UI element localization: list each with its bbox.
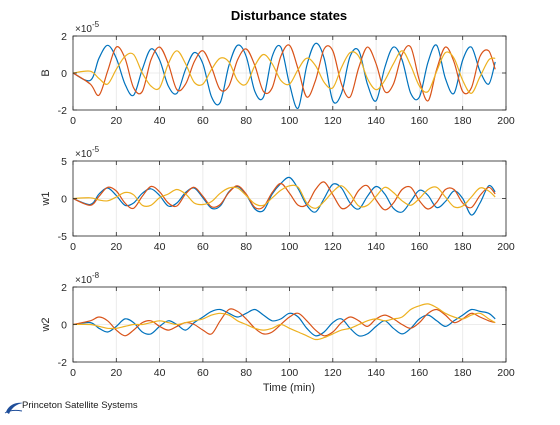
x-tick-label: 40	[154, 367, 166, 379]
series-line-2	[72, 308, 496, 337]
x-tick-label: 0	[70, 367, 76, 379]
x-tick-label: 180	[454, 115, 472, 127]
series-line-2	[72, 181, 496, 211]
y-exponent-label: ×10-8	[75, 271, 100, 286]
series-line-1	[72, 308, 496, 337]
x-tick-label: 200	[497, 241, 515, 253]
x-tick-label: 200	[497, 115, 515, 127]
figure-title: Disturbance states	[231, 8, 347, 23]
logo-text: Princeton Satellite Systems	[22, 400, 138, 411]
series-line-1	[72, 176, 496, 216]
x-tick-label: 20	[110, 115, 122, 127]
x-tick-label: 40	[154, 115, 166, 127]
y-axis-label: B	[40, 69, 52, 76]
y-exponent-label: ×10-5	[75, 20, 100, 35]
x-tick-label: 160	[411, 115, 429, 127]
x-tick-label: 180	[454, 367, 472, 379]
y-tick-label: 0	[61, 68, 67, 80]
y-tick-label: 2	[61, 31, 67, 43]
y-tick-label: 0	[61, 320, 67, 332]
series-line-3	[72, 184, 496, 209]
logo-swoosh-icon	[4, 402, 23, 414]
y-tick-label: 0	[61, 194, 67, 206]
x-tick-label: 60	[197, 241, 209, 253]
x-tick-label: 180	[454, 241, 472, 253]
x-tick-label: 140	[367, 115, 385, 127]
x-tick-label: 140	[367, 367, 385, 379]
x-tick-label: 140	[367, 241, 385, 253]
x-tick-label: 120	[324, 367, 342, 379]
x-tick-label: 80	[240, 115, 252, 127]
x-tick-label: 200	[497, 367, 515, 379]
x-tick-label: 80	[240, 241, 252, 253]
x-tick-label: 100	[281, 367, 299, 379]
y-exponent-label: ×10-5	[75, 145, 100, 160]
x-axis-label: Time (min)	[263, 382, 315, 394]
company-logo: Princeton Satellite Systems	[4, 398, 154, 418]
series-line-3	[72, 50, 496, 94]
y-tick-label: 5	[61, 156, 67, 168]
x-tick-label: 0	[70, 241, 76, 253]
x-tick-label: 40	[154, 241, 166, 253]
y-tick-label: -5	[58, 231, 67, 243]
y-tick-label: -2	[58, 105, 67, 117]
series-line-2	[72, 44, 496, 102]
x-tick-label: 160	[411, 367, 429, 379]
series-line-3	[72, 303, 496, 341]
x-tick-label: 0	[70, 115, 76, 127]
x-tick-label: 20	[110, 241, 122, 253]
y-tick-label: 2	[61, 282, 67, 294]
x-tick-label: 120	[324, 115, 342, 127]
x-tick-label: 120	[324, 241, 342, 253]
x-tick-label: 160	[411, 241, 429, 253]
x-tick-label: 60	[197, 115, 209, 127]
y-axis-label: w1	[40, 191, 52, 206]
x-tick-label: 60	[197, 367, 209, 379]
y-tick-label: -2	[58, 357, 67, 369]
x-tick-label: 80	[240, 367, 252, 379]
x-tick-label: 20	[110, 367, 122, 379]
x-tick-label: 100	[281, 115, 299, 127]
y-axis-label: w2	[40, 317, 52, 332]
x-tick-label: 100	[281, 241, 299, 253]
